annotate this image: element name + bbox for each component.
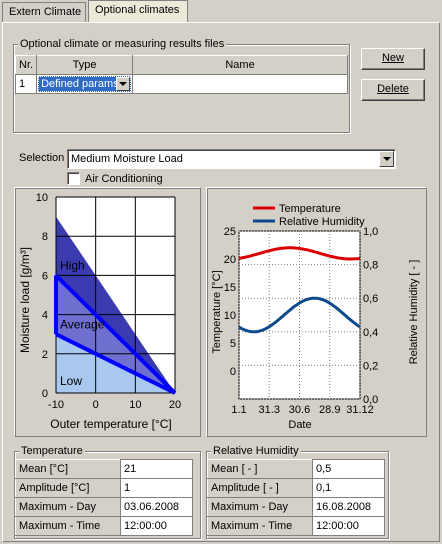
y-tick-label-right: 0,6	[363, 293, 378, 305]
rh-amplitude-label: Amplitude [ - ]	[207, 478, 313, 498]
temp-mean-label: Mean [°C]	[15, 459, 121, 479]
legend-label: Temperature	[279, 203, 341, 215]
temp-amplitude-label: Amplitude [°C]	[15, 478, 121, 498]
series-line-temperature	[238, 246, 361, 261]
band-label-average: Average	[60, 317, 105, 331]
row-name[interactable]	[132, 74, 348, 94]
optional-climates-panel	[2, 22, 440, 542]
x-tick-label: 20	[169, 399, 181, 411]
band-label-high: High	[60, 259, 85, 273]
air-conditioning-label: Air Conditioning	[85, 173, 163, 185]
x-tick-label: 31.12	[346, 404, 374, 416]
optional-climate-group-title: Optional climate or measuring results fi…	[18, 38, 227, 50]
temperature-table: Mean [°C] 21 Amplitude [°C] 1 Maximum - Da…	[15, 459, 193, 536]
col-type-header: Type	[36, 55, 134, 75]
temp-max-day-field[interactable]: 03.06.2008	[120, 497, 193, 517]
table-row: Maximum - Time 12:00:00	[15, 516, 193, 536]
y-tick-label-right: 0,4	[363, 327, 378, 339]
y-axis-label-right: Relative Humidity [ - ]	[408, 260, 420, 365]
y-tick-label-right: 0,2	[363, 360, 378, 372]
x-tick-label: 31.3	[259, 404, 280, 416]
row-type-cell[interactable]: Defined params	[36, 74, 134, 94]
rh-amplitude-field[interactable]: 0,1	[312, 478, 385, 498]
x-tick-label: 10	[129, 399, 141, 411]
chevron-down-icon[interactable]	[379, 151, 394, 167]
rh-max-day-field[interactable]: 16.08.2008	[312, 497, 385, 517]
x-tick-label: -10	[48, 399, 64, 411]
y-tick-label: 6	[42, 270, 48, 282]
air-conditioning-checkbox[interactable]	[67, 172, 80, 185]
moisture-load-chart-panel: High Average Low 0 2 4 6 8 10 -10 0 10 20 Outer tem…	[14, 187, 201, 437]
y-tick-label: 10	[36, 192, 48, 204]
y-tick-label: 8	[42, 231, 48, 243]
y-tick-label: 5	[230, 338, 236, 350]
temp-max-day-label: Maximum - Day	[15, 497, 121, 517]
temp-amplitude-field[interactable]: 1	[120, 478, 193, 498]
selection-value: Medium Moisture Load	[71, 153, 183, 165]
table-row: Amplitude [°C] 1	[15, 478, 193, 498]
new-button[interactable]: New	[361, 48, 425, 70]
temp-max-time-field[interactable]: 12:00:00	[120, 516, 193, 536]
table-row: Maximum - Day 16.08.2008	[207, 497, 385, 517]
y-axis-label: Moisture load [g/m³]	[18, 247, 32, 353]
y-tick-label: 0	[230, 366, 236, 378]
y-tick-label: 2	[42, 349, 48, 361]
humidity-table: Mean [ - ] 0,5 Amplitude [ - ] 0,1 Maximum…	[207, 459, 385, 536]
series-line-low	[55, 332, 176, 395]
y-tick-label: 10	[224, 310, 236, 322]
y-tick-label-right: 0,0	[363, 394, 378, 406]
table-row: Mean [ - ] 0,5	[207, 459, 385, 479]
y-tick-label: 20	[224, 254, 236, 266]
table-row: Amplitude [ - ] 0,1	[207, 478, 385, 498]
optional-climate-table: Nr. Type Name 1 Defined params	[14, 55, 348, 94]
y-tick-label-right: 1,0	[363, 226, 378, 238]
y-axis-label-left: Temperature [°C]	[211, 270, 223, 353]
y-tick-label: 15	[224, 282, 236, 294]
series-line-average	[54, 273, 177, 395]
x-tick-label: 0	[93, 399, 99, 411]
table-row: Mean [°C] 21	[15, 459, 193, 479]
legend-label: Relative Humidity	[279, 216, 365, 228]
y-tick-label-right: 0,8	[363, 260, 378, 272]
temperature-group: Temperature	[14, 445, 201, 539]
x-tick-label: 28.9	[319, 404, 340, 416]
tab-optional-climates[interactable]: Optional climates	[88, 0, 188, 22]
y-tick-label: 0	[42, 388, 48, 400]
x-tick-label: 30.6	[289, 404, 310, 416]
row-nr: 1	[14, 74, 38, 94]
humidity-group: Relative Humidity	[206, 445, 389, 539]
type-combo[interactable]: Defined params	[38, 76, 132, 92]
temp-mean-field[interactable]: 21	[120, 459, 193, 479]
band-label-low: Low	[60, 374, 82, 388]
tab-extern-climate[interactable]: Extern Climate	[2, 2, 86, 22]
col-nr-header: Nr.	[14, 55, 38, 75]
series-line-relative-humidity	[238, 296, 361, 334]
selection-combo[interactable]: Medium Moisture Load	[67, 149, 396, 169]
table-row: Maximum - Day 03.06.2008	[15, 497, 193, 517]
climate-chart-panel: Temperature Relative Humidity 0 5 10 15 20 25 0…	[206, 187, 427, 437]
type-combo-value: Defined params	[41, 78, 119, 90]
x-axis-label: Date	[288, 419, 311, 431]
rh-max-time-label: Maximum - Time	[207, 516, 313, 536]
table-row[interactable]: 1 Defined params	[14, 74, 348, 94]
delete-button[interactable]: Delete	[361, 79, 425, 101]
y-tick-label: 25	[224, 226, 236, 238]
selection-label: Selection	[19, 152, 65, 164]
humidity-group-title: Relative Humidity	[211, 445, 301, 457]
rh-mean-field[interactable]: 0,5	[312, 459, 385, 479]
table-row: Maximum - Time 12:00:00	[207, 516, 385, 536]
temperature-group-title: Temperature	[19, 445, 85, 457]
rh-max-day-label: Maximum - Day	[207, 497, 313, 517]
temp-max-time-label: Maximum - Time	[15, 516, 121, 536]
rh-mean-label: Mean [ - ]	[207, 459, 313, 479]
y-tick-label: 4	[42, 310, 48, 322]
x-tick-label: 1.1	[231, 404, 246, 416]
rh-max-time-field[interactable]: 12:00:00	[312, 516, 385, 536]
chevron-down-icon[interactable]	[116, 77, 131, 91]
col-name-header: Name	[132, 55, 348, 75]
optional-climate-group: Optional climate or measuring results fi…	[13, 38, 350, 133]
x-axis-label: Outer temperature [°C]	[50, 417, 172, 431]
